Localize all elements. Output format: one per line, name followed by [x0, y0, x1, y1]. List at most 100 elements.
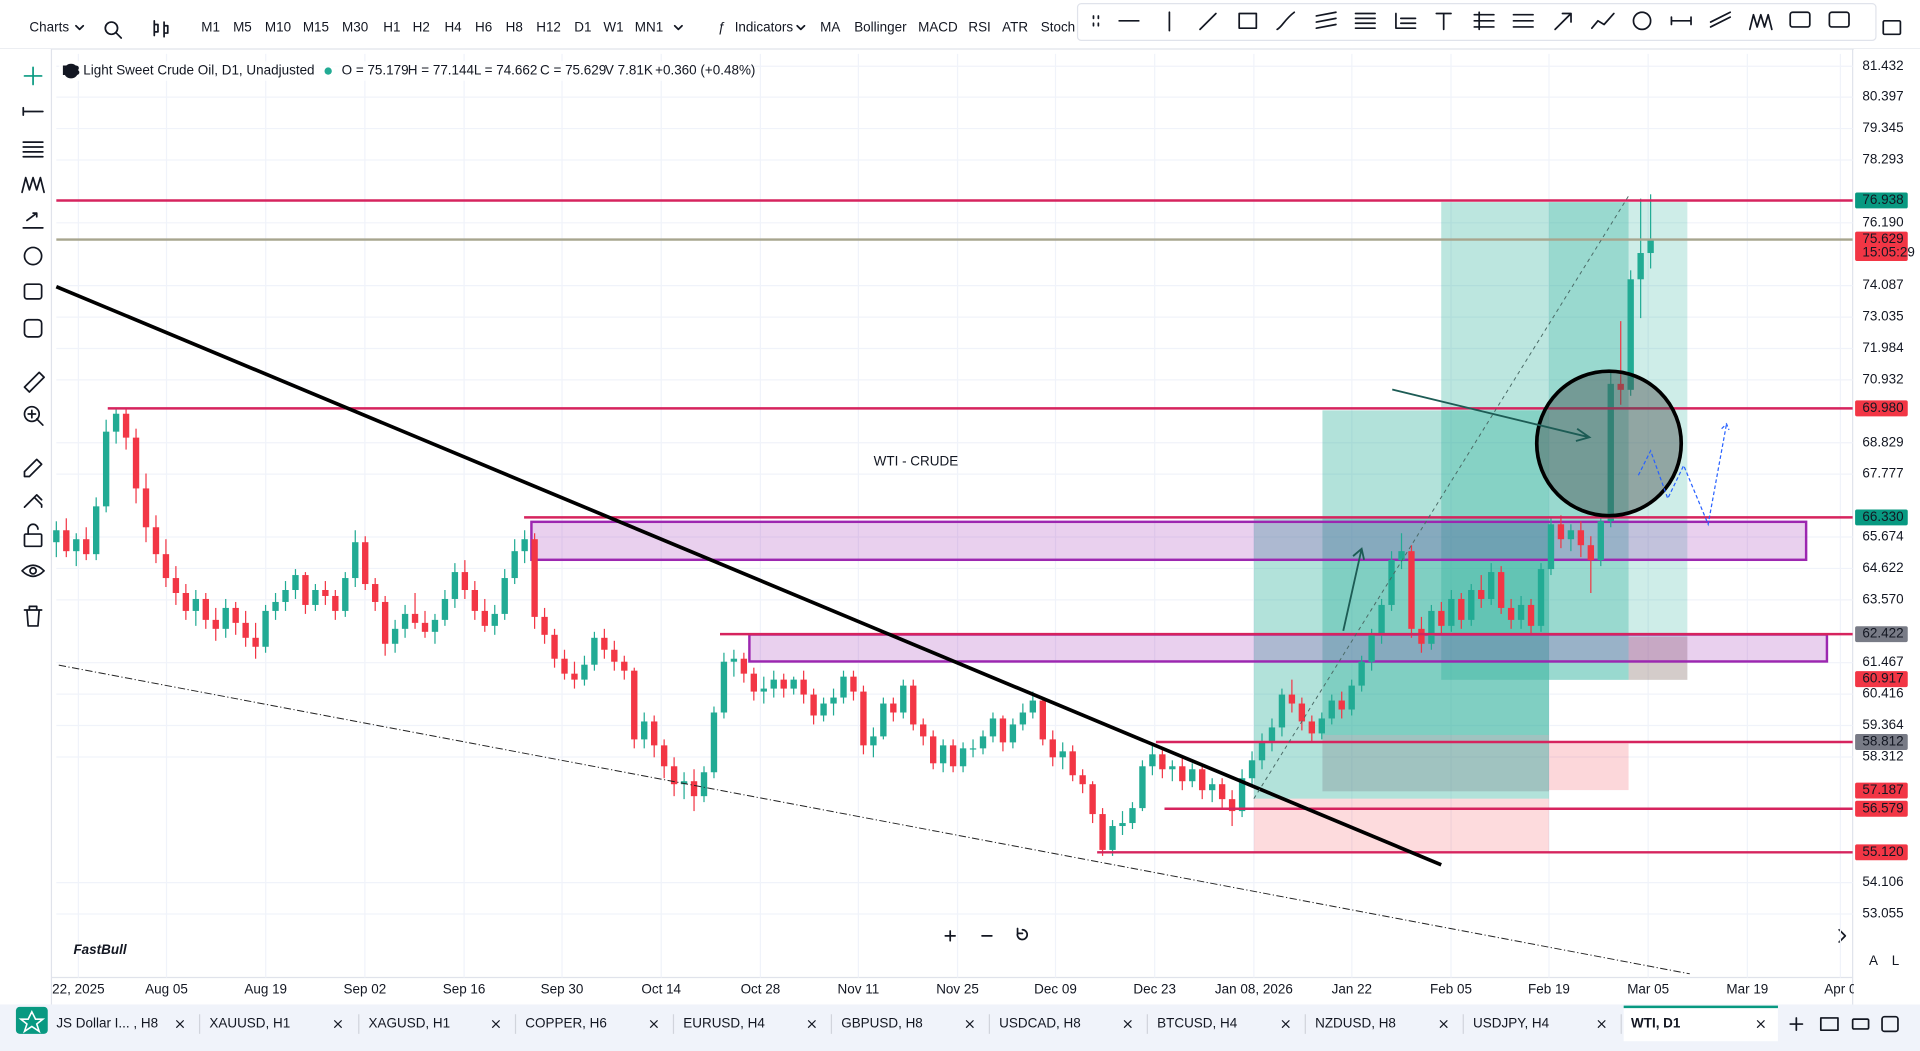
tool-zoom[interactable] [23, 405, 41, 423]
tab-label[interactable]: WTI, D1 [1631, 1016, 1681, 1031]
timeframe[interactable]: M1 [201, 20, 220, 35]
tool-ruler[interactable] [23, 371, 45, 393]
fullscreen-icon[interactable] [1881, 1015, 1899, 1033]
tool-line[interactable] [22, 106, 44, 117]
tab-close[interactable] [333, 1019, 343, 1029]
tab-label[interactable]: NZDUSD, H8 [1315, 1016, 1396, 1031]
tool-note[interactable] [23, 283, 43, 300]
tab-label[interactable]: XAGUSD, H1 [369, 1016, 451, 1031]
timeframe[interactable]: D1 [574, 20, 591, 35]
tab-close[interactable] [491, 1019, 501, 1029]
quick-indicator[interactable]: Stoch [1041, 20, 1075, 35]
tool-shape[interactable] [23, 246, 43, 266]
timeframe[interactable]: H8 [506, 20, 523, 35]
tool-trend[interactable] [1199, 12, 1217, 31]
tool-text[interactable] [1435, 12, 1452, 31]
axis-button[interactable]: L [1892, 953, 1900, 968]
tool-delete[interactable] [23, 605, 43, 627]
window-icon[interactable] [1851, 1018, 1870, 1030]
reset[interactable] [1016, 927, 1029, 941]
search-icon[interactable] [104, 21, 119, 36]
tool-crosshair[interactable] [23, 66, 43, 86]
timeframe[interactable]: H2 [413, 20, 430, 35]
tool-gann[interactable] [1395, 12, 1417, 30]
axis-button[interactable]: A [1869, 953, 1878, 968]
candle-body [1497, 572, 1505, 608]
tool-arrow[interactable] [1554, 12, 1572, 31]
tool-channel[interactable] [1315, 11, 1337, 30]
tool-magnet[interactable] [23, 458, 43, 478]
quick-indicator[interactable]: Bollinger [854, 20, 907, 35]
timeframe[interactable]: H6 [475, 20, 492, 35]
timeframe[interactable]: H1 [383, 20, 400, 35]
tab-label[interactable]: JS Dollar I... , H8 [56, 1016, 158, 1031]
tool-pattern[interactable] [21, 176, 45, 194]
candle-body [312, 590, 319, 605]
watchlist-button[interactable] [15, 1006, 48, 1034]
chart-type-icon[interactable] [153, 19, 169, 38]
tool-circle[interactable] [1632, 11, 1652, 31]
tool-brush[interactable] [1276, 11, 1296, 31]
tool-price-note[interactable] [1828, 11, 1850, 28]
tab-close[interactable] [1281, 1019, 1290, 1029]
candle-body [461, 572, 469, 591]
tab-close[interactable] [1439, 1019, 1448, 1029]
timeframe[interactable]: M10 [265, 20, 291, 35]
tab-close[interactable] [1123, 1019, 1132, 1029]
tab-close[interactable] [965, 1019, 974, 1029]
candle-body [860, 691, 867, 746]
zoom-in[interactable] [944, 930, 956, 942]
quick-indicator[interactable]: MA [820, 20, 840, 35]
timeframe[interactable]: M5 [233, 20, 252, 35]
timeframe[interactable]: H4 [444, 20, 462, 35]
quick-indicator[interactable]: ATR [1002, 20, 1028, 35]
tool-fib[interactable] [1354, 12, 1376, 30]
tab-close[interactable] [1597, 1019, 1606, 1029]
quick-indicator[interactable]: RSI [968, 20, 990, 35]
candle-body [1228, 799, 1236, 812]
tab-close[interactable] [175, 1019, 185, 1029]
collapse-icon[interactable] [1882, 19, 1902, 36]
tab-close[interactable] [649, 1019, 658, 1029]
tool-lines[interactable] [1512, 13, 1534, 28]
tab-label[interactable]: BTCUSD, H4 [1157, 1016, 1238, 1031]
tool-range[interactable] [1670, 16, 1692, 26]
candle-body [182, 592, 190, 611]
timeframe[interactable]: W1 [603, 20, 623, 35]
timeframe[interactable]: MN1 [635, 20, 663, 35]
tool-parallel[interactable] [1709, 11, 1732, 28]
candle-body [1478, 590, 1485, 599]
tab-label[interactable]: XAUUSD, H1 [209, 1016, 290, 1031]
tool-visibility[interactable] [21, 564, 45, 578]
price-label-bg [1855, 231, 1908, 262]
quick-indicator[interactable]: MACD [918, 20, 958, 35]
tab-label[interactable]: EURUSD, H4 [683, 1016, 765, 1031]
tool-path[interactable] [1590, 12, 1615, 30]
tool-icon[interactable] [23, 318, 43, 338]
charts-menu[interactable]: Charts [29, 20, 69, 35]
candle-body [73, 539, 80, 552]
indicators-menu[interactable]: Indicators [735, 20, 794, 35]
scroll-right[interactable] [1838, 928, 1847, 943]
tab-close[interactable] [807, 1019, 816, 1029]
timeframe[interactable]: H12 [536, 20, 561, 35]
tool-note[interactable] [1789, 11, 1811, 28]
tab-label[interactable]: GBPUSD, H8 [841, 1016, 923, 1031]
timeframe[interactable]: M15 [303, 20, 329, 35]
add-tab[interactable] [1789, 1017, 1804, 1032]
tab-label[interactable]: USDJPY, H4 [1473, 1016, 1550, 1031]
tool-lock[interactable] [23, 533, 43, 548]
tab-close[interactable] [1756, 1019, 1765, 1029]
tab-label[interactable]: USDCAD, H8 [999, 1016, 1081, 1031]
layout-icon[interactable] [1819, 1017, 1839, 1032]
tool-pitch[interactable] [1473, 11, 1495, 31]
candle-body [1139, 766, 1146, 809]
timeframe[interactable]: M30 [342, 20, 368, 35]
tool-fib[interactable] [22, 141, 44, 158]
tool-draw-mode[interactable] [23, 494, 43, 508]
symbol-name: Light Sweet Crude Oil, D1, Unadjusted [83, 63, 314, 78]
tab-label[interactable]: COPPER, H6 [525, 1016, 607, 1031]
tool-pattern[interactable] [1748, 13, 1773, 31]
tool-rect[interactable] [1238, 12, 1258, 30]
tool-position[interactable] [22, 212, 44, 229]
